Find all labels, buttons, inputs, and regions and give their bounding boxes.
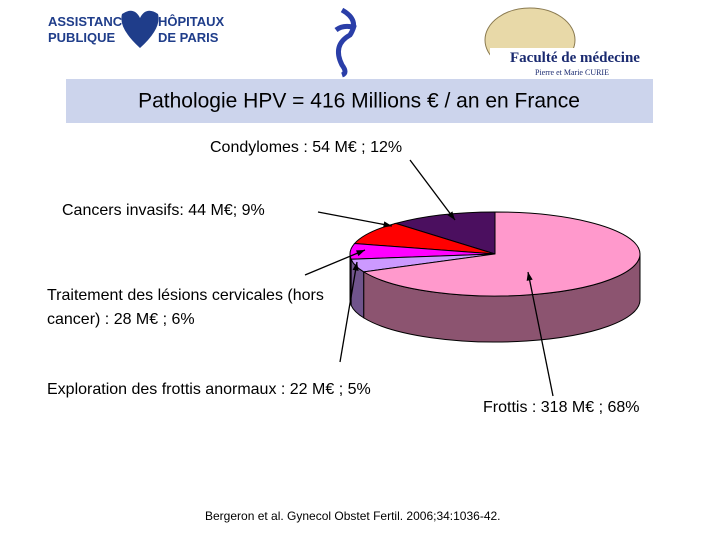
slice-label: Condylomes : 54 M€ ; 12% [210, 139, 403, 156]
leader-line [304, 249, 366, 276]
slice-label: Cancers invasifs: 44 M€; 9% [62, 202, 265, 219]
slice [393, 211, 496, 255]
slice-label: Exploration des frottis anormaux : 22 M€… [47, 381, 371, 398]
logo-text: PUBLIQUE [48, 30, 116, 45]
leader-line [317, 211, 393, 227]
slice-label: Traitement des lésions cervicales (hors … [47, 287, 324, 328]
leader-arrow [526, 272, 533, 281]
source: Bergeron et al. Gynecol Obstet Fertil. 2… [205, 509, 501, 523]
leader-arrow [383, 221, 392, 228]
logo-text: DE PARIS [158, 30, 219, 45]
leader-line [527, 271, 554, 397]
logo-band [490, 48, 680, 78]
leader-line [409, 159, 456, 221]
logo-text: HÔPITAUX [158, 14, 225, 29]
slice-label: Frottis : 318 M€ ; 68% [483, 399, 640, 416]
leader-line [339, 261, 358, 363]
leader-arrow [356, 250, 365, 257]
logo-text: ASSISTANCE [48, 14, 131, 29]
title-box [66, 79, 653, 123]
chart-title: Pathologie HPV = 416 Millions € / an en … [138, 90, 580, 113]
leader-arrow [352, 262, 359, 271]
logo-heart [121, 10, 159, 48]
slice [362, 211, 641, 297]
leader-arrow [447, 211, 455, 220]
logo-text: Pierre et Marie CURIE [535, 68, 609, 77]
logo-text: Faculté de médecine [510, 50, 640, 66]
logo-figure [334, 7, 357, 78]
